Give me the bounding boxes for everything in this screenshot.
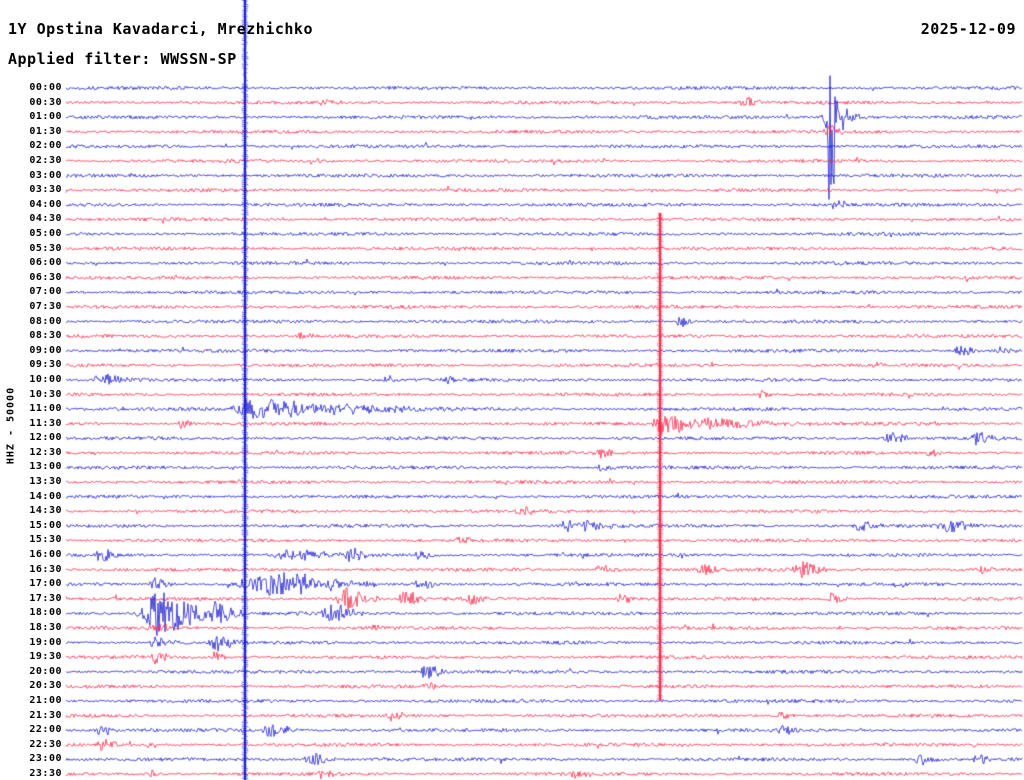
time-label: 02:30 (29, 154, 62, 166)
time-label: 06:30 (29, 271, 62, 283)
time-label: 12:00 (29, 432, 62, 444)
time-label: 19:00 (29, 636, 62, 648)
time-label: 00:30 (29, 96, 62, 108)
time-label: 15:30 (29, 534, 62, 546)
time-label: 08:30 (29, 330, 62, 342)
time-label: 05:00 (29, 227, 62, 239)
time-label: 17:30 (29, 592, 62, 604)
time-label: 17:00 (29, 578, 62, 590)
time-label: 20:00 (29, 665, 62, 677)
time-label: 23:00 (29, 753, 62, 765)
time-label: 18:30 (29, 622, 62, 634)
time-label: 07:00 (29, 286, 62, 298)
time-label: 10:30 (29, 388, 62, 400)
time-label: 09:00 (29, 344, 62, 356)
date-label: 2025-12-09 (920, 20, 1016, 38)
time-label: 10:00 (29, 373, 62, 385)
time-label: 23:30 (29, 768, 62, 779)
time-label: 11:00 (29, 403, 62, 415)
time-label: 16:00 (29, 549, 62, 561)
time-label: 06:00 (29, 257, 62, 269)
time-label: 16:30 (29, 563, 62, 575)
time-label: 03:00 (29, 169, 62, 181)
time-label: 21:00 (29, 695, 62, 707)
time-label: 13:00 (29, 461, 62, 473)
time-label: 22:00 (29, 724, 62, 736)
time-label: 05:30 (29, 242, 62, 254)
time-label: 01:00 (29, 111, 62, 123)
time-label: 08:00 (29, 315, 62, 327)
time-label: 19:30 (29, 651, 62, 663)
time-label: 09:30 (29, 359, 62, 371)
time-label: 04:00 (29, 198, 62, 210)
time-label: 07:30 (29, 300, 62, 312)
station-title: 1Y Opstina Kavadarci, Mrezhichko (8, 20, 313, 38)
time-label: 18:00 (29, 607, 62, 619)
time-label: 14:00 (29, 490, 62, 502)
time-label: 13:30 (29, 476, 62, 488)
time-label: 14:30 (29, 505, 62, 517)
time-label: 01:30 (29, 125, 62, 137)
time-label: 21:30 (29, 709, 62, 721)
time-label: 00:00 (29, 82, 62, 93)
time-label: 15:00 (29, 519, 62, 531)
time-label: 04:30 (29, 213, 62, 225)
time-label: 02:00 (29, 140, 62, 152)
time-label: 11:30 (29, 417, 62, 429)
time-label: 12:30 (29, 446, 62, 458)
time-label: 20:30 (29, 680, 62, 692)
time-label: 22:30 (29, 738, 62, 750)
filter-label: Applied filter: WWSSN-SP (8, 50, 237, 68)
time-label: 03:30 (29, 184, 62, 196)
